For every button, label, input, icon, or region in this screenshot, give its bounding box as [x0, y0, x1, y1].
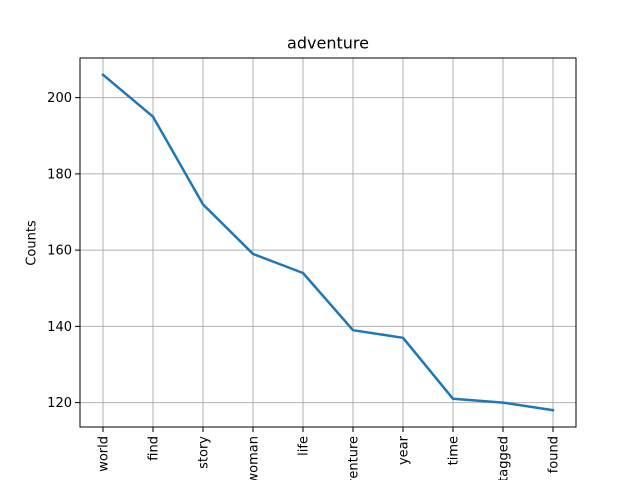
x-tick-label: find [147, 436, 162, 461]
x-tick-label: story [197, 436, 212, 469]
y-axis-label: Counts [25, 220, 40, 266]
x-tick-label: life [297, 436, 312, 456]
x-tick-label: world [97, 436, 112, 472]
grid [80, 58, 576, 427]
x-tick-label: year [397, 435, 412, 465]
series-line [101, 73, 555, 412]
x-tick-label: time [447, 436, 462, 465]
y-tick-label: 120 [47, 396, 72, 411]
x-tick-label: woman [247, 436, 262, 480]
x-axis: world find story woman life adventure year time… [97, 427, 562, 480]
chart-title: adventure [287, 34, 369, 53]
y-axis: 120 140 160 180 200 [47, 91, 80, 411]
y-tick-label: 180 [47, 167, 72, 182]
x-tick-label: tagged [497, 436, 512, 480]
y-tick-label: 140 [47, 320, 72, 335]
x-tick-label: found [547, 436, 562, 473]
y-tick-label: 200 [47, 91, 72, 106]
x-tick-label: adventure [347, 436, 362, 480]
plot-area [79, 57, 577, 428]
y-tick-label: 160 [47, 244, 72, 259]
